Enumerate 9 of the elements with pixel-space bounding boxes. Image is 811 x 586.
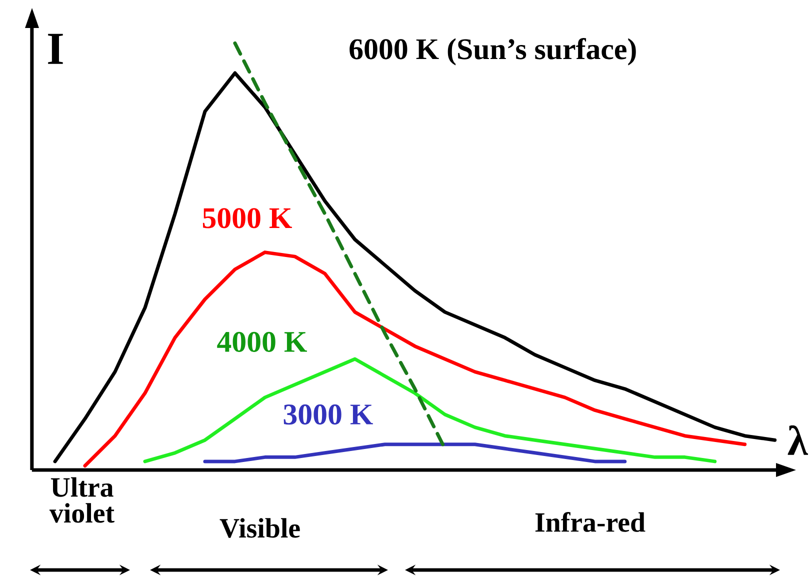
x-axis-title: λ — [788, 425, 808, 455]
series-label: 4000 K — [217, 332, 307, 352]
text: Visible — [220, 518, 300, 538]
series-label: 5000 K — [202, 208, 292, 228]
series-label: 3000 K — [284, 404, 373, 425]
text: 6000 K (Sun’s surface) — [350, 38, 636, 66]
text: Ultra violet — [49, 477, 114, 523]
y-axis-title: I — [48, 34, 63, 64]
text: Infra-red — [535, 512, 646, 532]
